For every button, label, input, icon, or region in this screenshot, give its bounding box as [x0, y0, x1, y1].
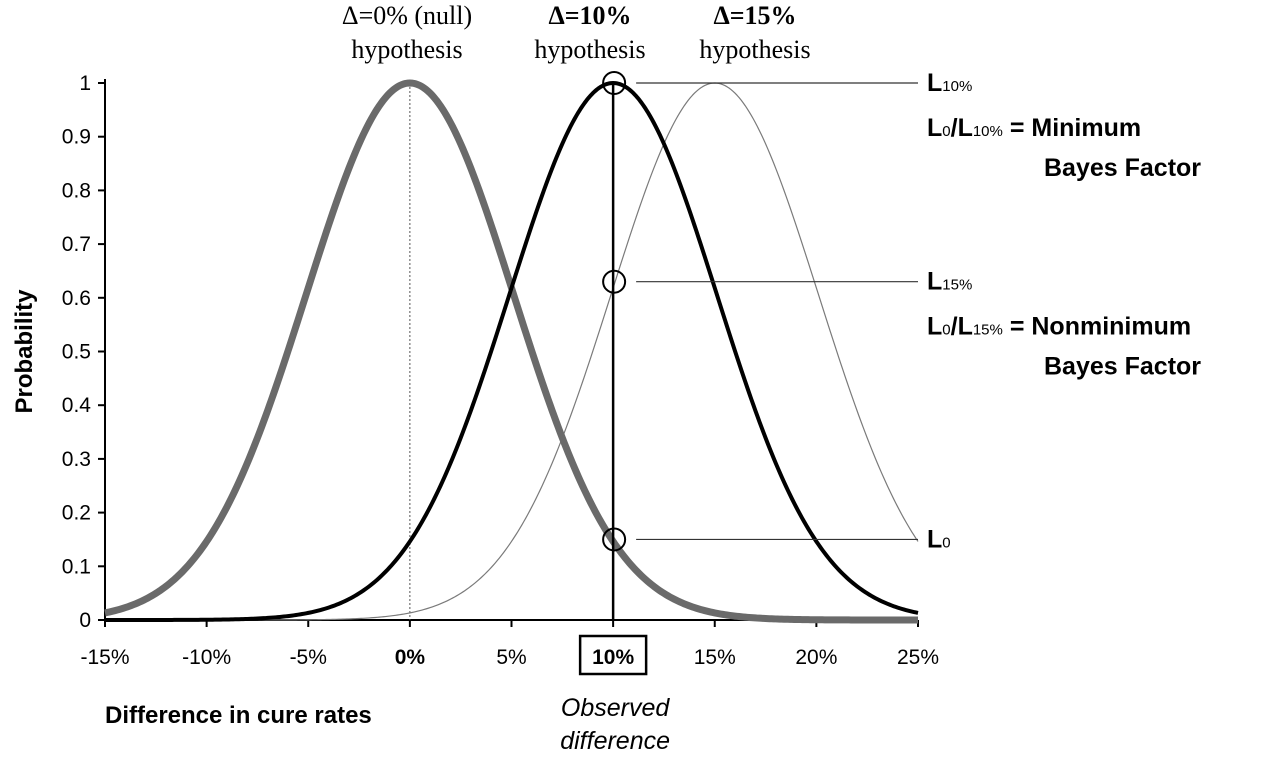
likelihood-circle [602, 71, 627, 95]
y-tick-label: 0.5 [62, 341, 91, 364]
curve-10pct [105, 81, 919, 622]
y-axis-title: Probability [11, 289, 38, 414]
x-tick-label: 0% [395, 646, 426, 669]
bayes-factor-annotation-line2: Bayes Factor [1044, 353, 1201, 381]
x-tick-label: -10% [182, 646, 231, 669]
hypothesis-label-line1: Δ=10% [548, 1, 631, 30]
likelihood-circle [602, 269, 627, 294]
likelihood-label: L15% [927, 268, 972, 296]
y-tick-label: 0.1 [62, 555, 91, 578]
x-axis-title: Difference in cure rates [105, 702, 372, 729]
observed-label-line2: difference [560, 727, 670, 755]
x-tick-label: -15% [80, 646, 129, 669]
x-tick-label: 20% [795, 646, 837, 669]
y-tick-label: 0.9 [62, 126, 91, 149]
hypothesis-label-line1: Δ=0% (null) [342, 1, 472, 30]
y-tick-label: 0.7 [62, 233, 91, 256]
x-tick-label: -5% [290, 646, 327, 669]
x-tick-label: 5% [496, 646, 526, 669]
hypothesis-label-line1: Δ=15% [713, 1, 796, 30]
likelihood-label: L0 [927, 525, 951, 553]
y-tick-label: 0.8 [62, 179, 91, 202]
y-tick-label: 0.3 [62, 448, 91, 471]
likelihood-label: L10% [927, 69, 972, 97]
observed-tick-box [578, 634, 648, 676]
likelihood-circle [602, 527, 627, 552]
bayes-factor-annotation: L0/L15% = Nonminimum [927, 313, 1191, 341]
x-tick-label: 15% [694, 646, 736, 669]
y-tick-label: 0.2 [62, 502, 91, 525]
hypothesis-label-line2: hypothesis [534, 35, 645, 64]
y-tick-label: 0.6 [62, 287, 91, 310]
x-tick-label: 25% [897, 646, 939, 669]
bayes-factor-annotation: L0/L10% = Minimum [927, 114, 1141, 142]
y-tick-label: 1 [79, 72, 91, 95]
bayes-factor-annotation-line2: Bayes Factor [1044, 154, 1201, 182]
y-tick-label: 0 [79, 609, 91, 632]
hypothesis-label-line2: hypothesis [351, 35, 462, 64]
x-tick-label: 10% [592, 646, 634, 669]
hypothesis-label-line2: hypothesis [699, 35, 810, 64]
y-tick-label: 0.4 [62, 394, 92, 417]
observed-label-line1: Observed [561, 694, 670, 722]
